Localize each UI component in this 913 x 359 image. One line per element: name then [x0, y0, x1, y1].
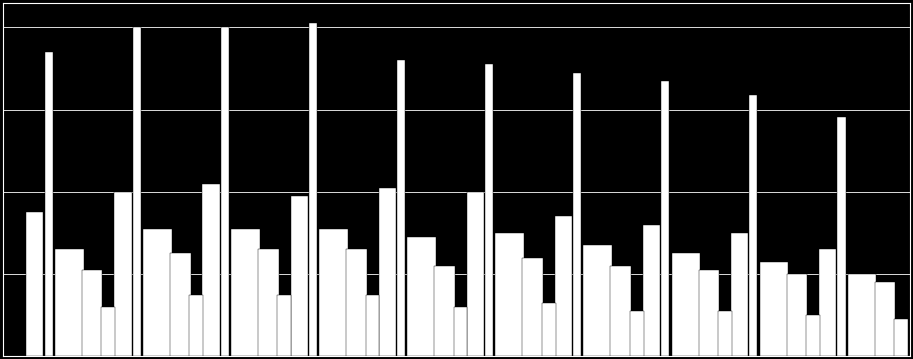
Bar	[467, 192, 484, 356]
Bar	[522, 258, 543, 356]
Bar	[82, 270, 102, 356]
Bar	[379, 188, 396, 356]
Bar	[290, 196, 308, 356]
Bar	[787, 274, 807, 356]
Bar	[806, 315, 820, 356]
Bar	[573, 73, 582, 356]
Bar	[643, 225, 660, 356]
Bar	[837, 117, 845, 356]
Bar	[630, 311, 644, 356]
Bar	[55, 250, 83, 356]
Bar	[661, 81, 669, 356]
Bar	[101, 307, 115, 356]
Bar	[731, 233, 749, 356]
Bar	[365, 295, 379, 356]
Bar	[750, 95, 758, 356]
Bar	[760, 262, 788, 356]
Bar	[203, 183, 220, 356]
Bar	[819, 250, 836, 356]
Bar	[875, 282, 896, 356]
Bar	[407, 237, 436, 356]
Bar	[894, 319, 908, 356]
Bar	[485, 64, 493, 356]
Bar	[611, 266, 631, 356]
Bar	[258, 250, 278, 356]
Bar	[170, 253, 191, 356]
Bar	[143, 229, 172, 356]
Bar	[346, 250, 367, 356]
Bar	[397, 60, 405, 356]
Bar	[555, 216, 572, 356]
Bar	[231, 229, 259, 356]
Bar	[320, 229, 348, 356]
Bar	[435, 266, 455, 356]
Bar	[309, 23, 317, 356]
Bar	[698, 270, 719, 356]
Bar	[189, 295, 203, 356]
Bar	[454, 307, 467, 356]
Bar	[45, 52, 53, 356]
Bar	[583, 245, 612, 356]
Bar	[496, 233, 524, 356]
Bar	[114, 192, 131, 356]
Bar	[132, 27, 141, 356]
Bar	[718, 311, 731, 356]
Bar	[26, 213, 44, 356]
Bar	[278, 295, 291, 356]
Bar	[221, 27, 229, 356]
Bar	[541, 303, 555, 356]
Bar	[848, 274, 876, 356]
Bar	[672, 253, 700, 356]
